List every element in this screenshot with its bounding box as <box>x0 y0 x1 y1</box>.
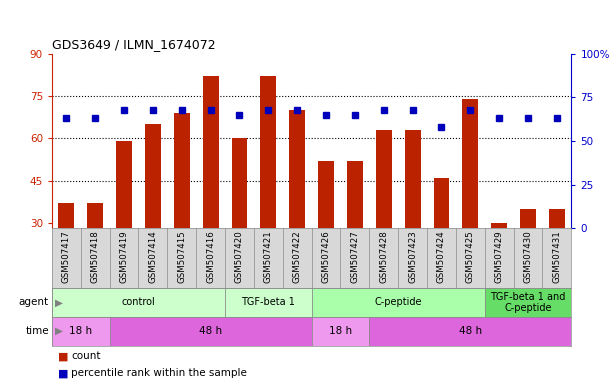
Text: GSM507426: GSM507426 <box>321 230 331 283</box>
Bar <box>549 209 565 228</box>
Text: ■: ■ <box>58 351 68 361</box>
Text: TGF-beta 1: TGF-beta 1 <box>241 297 295 308</box>
Bar <box>52 317 109 346</box>
Bar <box>369 317 571 346</box>
Bar <box>52 288 225 317</box>
Text: GSM507425: GSM507425 <box>466 230 475 283</box>
Bar <box>485 288 571 317</box>
Text: GSM507429: GSM507429 <box>495 230 503 283</box>
Bar <box>289 110 305 228</box>
Text: 48 h: 48 h <box>199 326 222 336</box>
Text: ▶: ▶ <box>55 297 63 308</box>
Bar <box>87 203 103 228</box>
Bar <box>463 99 478 228</box>
Text: control: control <box>122 297 155 308</box>
Bar <box>318 161 334 228</box>
Text: GSM507423: GSM507423 <box>408 230 417 283</box>
Text: time: time <box>25 326 49 336</box>
Text: GSM507424: GSM507424 <box>437 230 446 283</box>
Bar <box>312 317 369 346</box>
Text: GSM507419: GSM507419 <box>120 230 128 283</box>
Text: GSM507422: GSM507422 <box>293 230 302 283</box>
Text: GSM507416: GSM507416 <box>206 230 215 283</box>
Text: agent: agent <box>19 297 49 308</box>
Text: GDS3649 / ILMN_1674072: GDS3649 / ILMN_1674072 <box>52 38 216 51</box>
Text: GSM507430: GSM507430 <box>524 230 533 283</box>
Bar <box>347 161 363 228</box>
Text: GSM507420: GSM507420 <box>235 230 244 283</box>
Text: GSM507415: GSM507415 <box>177 230 186 283</box>
Bar <box>174 113 189 228</box>
Bar <box>520 209 536 228</box>
Bar <box>434 178 449 228</box>
Bar <box>116 141 132 228</box>
Bar <box>203 76 219 228</box>
Text: 18 h: 18 h <box>329 326 352 336</box>
Text: ■: ■ <box>58 368 68 378</box>
Text: GSM507417: GSM507417 <box>62 230 71 283</box>
Bar <box>260 76 276 228</box>
Text: GSM507428: GSM507428 <box>379 230 388 283</box>
Text: ▶: ▶ <box>55 326 63 336</box>
Text: GSM507414: GSM507414 <box>148 230 158 283</box>
Bar <box>225 288 312 317</box>
Bar <box>404 130 420 228</box>
Text: count: count <box>71 351 101 361</box>
Text: percentile rank within the sample: percentile rank within the sample <box>71 368 247 378</box>
Text: GSM507421: GSM507421 <box>264 230 273 283</box>
Text: 48 h: 48 h <box>459 326 482 336</box>
Text: C-peptide: C-peptide <box>375 297 422 308</box>
Text: TGF-beta 1 and
C-peptide: TGF-beta 1 and C-peptide <box>490 291 566 313</box>
Text: GSM507418: GSM507418 <box>90 230 100 283</box>
Text: 18 h: 18 h <box>69 326 92 336</box>
Bar <box>232 138 247 228</box>
Text: GSM507431: GSM507431 <box>552 230 562 283</box>
Bar <box>491 223 507 228</box>
Text: GSM507427: GSM507427 <box>350 230 359 283</box>
Bar <box>109 317 312 346</box>
Bar <box>376 130 392 228</box>
Bar <box>312 288 485 317</box>
Bar <box>145 124 161 228</box>
Bar <box>59 203 75 228</box>
